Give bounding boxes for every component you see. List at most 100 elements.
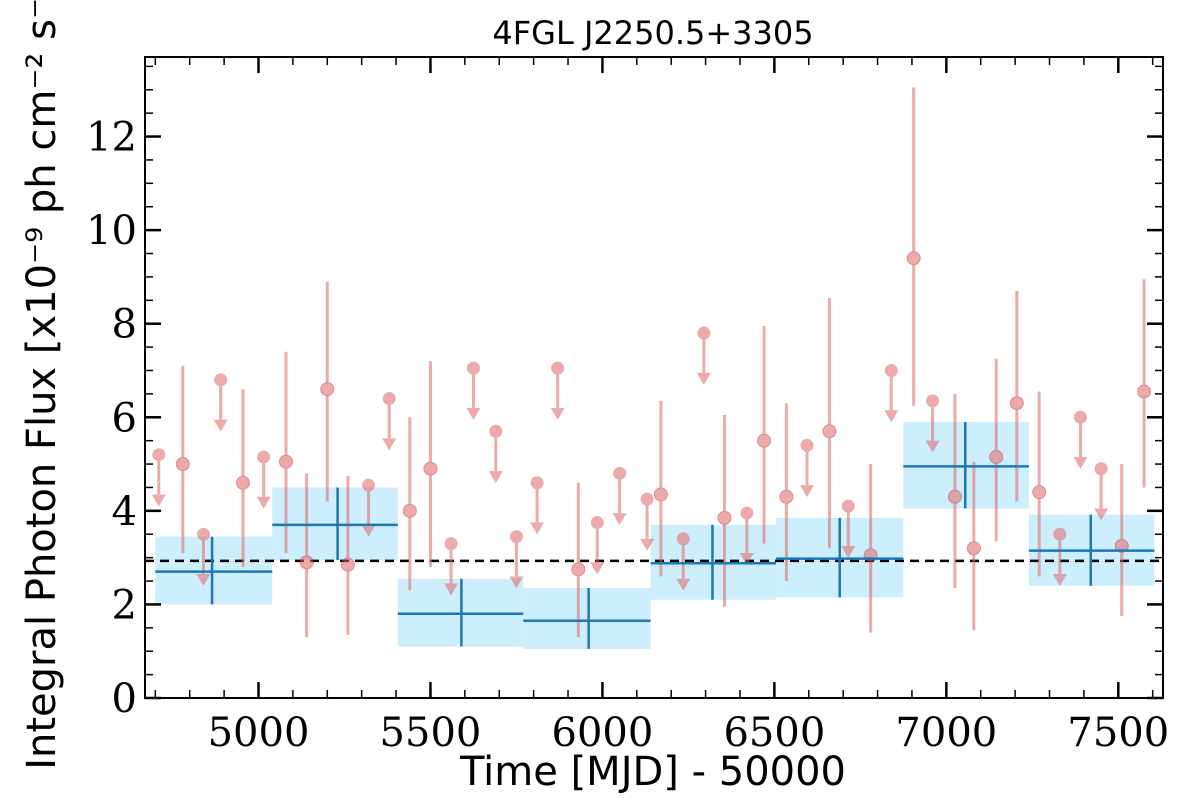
upper-limit-arrow-6 xyxy=(444,583,459,596)
upper-limit-arrow-17 xyxy=(739,552,754,565)
upper-limit-marker-23 xyxy=(1073,410,1087,424)
upper-limit-21 xyxy=(925,394,940,453)
upper-limit-0 xyxy=(151,448,166,507)
y-tick-label: 0 xyxy=(112,676,137,722)
upper-limit-11 xyxy=(550,361,565,420)
upper-limit-arrow-2 xyxy=(213,419,228,432)
detection-4 xyxy=(320,281,335,502)
upper-limit-arrow-16 xyxy=(696,372,711,385)
detection-marker-22 xyxy=(1137,384,1152,399)
detection-marker-4 xyxy=(320,382,335,397)
detection-marker-9 xyxy=(653,487,668,502)
bins-line-layer xyxy=(155,421,1155,649)
upper-limit-arrow-1 xyxy=(196,574,211,587)
detection-15 xyxy=(906,87,921,406)
detection-20 xyxy=(1032,391,1047,577)
detection-marker-5 xyxy=(340,557,355,572)
upper-limit-18 xyxy=(800,438,815,498)
detection-8 xyxy=(571,482,586,638)
upper-limit-24 xyxy=(1094,462,1109,521)
x-axis-label: Time [MJD] - 50000 xyxy=(459,749,846,795)
detection-marker-18 xyxy=(989,450,1004,465)
detection-marker-14 xyxy=(863,548,878,563)
upper-limit-marker-9 xyxy=(509,530,523,544)
bin-cross-0 xyxy=(155,536,273,605)
upper-limit-arrow-12 xyxy=(590,562,605,575)
upper-limit-marker-12 xyxy=(590,516,604,530)
detection-marker-3 xyxy=(299,555,314,570)
upper-limit-arrow-24 xyxy=(1094,508,1109,521)
detection-11 xyxy=(757,326,772,544)
detection-marker-16 xyxy=(947,489,962,504)
upper-limit-marker-8 xyxy=(489,424,503,438)
detection-12 xyxy=(779,403,794,582)
x-tick-label: 6000 xyxy=(552,710,654,756)
upper-limit-arrow-18 xyxy=(800,485,815,498)
upper-limit-20 xyxy=(884,363,899,423)
detection-marker-19 xyxy=(1009,396,1024,411)
upper-limit-13 xyxy=(612,466,627,526)
detection-0 xyxy=(175,365,190,553)
upper-limit-arrow-23 xyxy=(1073,457,1088,470)
detection-6 xyxy=(402,417,417,591)
detection-10 xyxy=(717,414,732,607)
upper-limit-marker-11 xyxy=(551,361,565,375)
upper-limit-marker-4 xyxy=(362,478,376,492)
upper-limit-arrow-13 xyxy=(612,513,627,526)
upper-limit-7 xyxy=(466,361,481,420)
detection-marker-13 xyxy=(822,424,837,439)
x-tick-label: 6500 xyxy=(723,710,825,756)
upper-limit-marker-21 xyxy=(926,394,940,408)
plot-frame xyxy=(144,56,1164,699)
upper-limit-arrow-9 xyxy=(509,576,524,589)
upper-limit-arrow-11 xyxy=(550,407,565,420)
detection-marker-15 xyxy=(906,251,921,266)
detection-2 xyxy=(279,351,294,553)
detection-13 xyxy=(822,297,837,549)
upper-limit-16 xyxy=(696,326,711,385)
y-tick-label: 10 xyxy=(86,208,137,254)
upper-limit-marker-22 xyxy=(1053,527,1067,541)
bin-cross-6 xyxy=(903,421,1029,509)
detection-marker-11 xyxy=(757,433,772,448)
upper-limit-3 xyxy=(256,450,271,509)
upper-limit-marker-20 xyxy=(884,363,898,377)
detection-18 xyxy=(989,358,1004,542)
upper-limit-23 xyxy=(1073,410,1088,470)
bin-cross-4 xyxy=(650,524,777,600)
bin-band-3 xyxy=(523,588,651,649)
upper-limit-arrow-5 xyxy=(382,438,397,451)
upper-limit-4 xyxy=(361,478,376,537)
y-tick-label: 8 xyxy=(112,302,137,348)
bin-cross-5 xyxy=(776,517,904,598)
upper-limit-marker-2 xyxy=(214,373,228,387)
detection-marker-2 xyxy=(279,454,294,469)
x-tick-label: 5500 xyxy=(380,710,482,756)
upper-limit-marker-13 xyxy=(613,466,627,480)
upper-limit-10 xyxy=(530,476,545,535)
upper-limit-arrow-8 xyxy=(488,471,503,484)
upper-limit-17 xyxy=(739,506,754,565)
detection-marker-12 xyxy=(779,489,794,504)
detection-22 xyxy=(1137,279,1152,488)
upper-limit-arrow-20 xyxy=(884,410,899,423)
upper-limit-marker-6 xyxy=(444,537,458,551)
bin-cross-1 xyxy=(272,487,398,560)
detection-marker-21 xyxy=(1114,538,1129,553)
upper-limit-arrow-21 xyxy=(925,440,940,453)
detection-marker-6 xyxy=(402,503,417,518)
detection-marker-8 xyxy=(571,562,586,577)
y-tick-label: 6 xyxy=(112,395,137,441)
detection-7 xyxy=(423,361,438,567)
upper-limit-15 xyxy=(676,532,691,591)
bin-cross-2 xyxy=(397,578,524,647)
upper-limit-marker-18 xyxy=(800,438,814,452)
upper-limit-arrow-22 xyxy=(1052,574,1067,587)
x-tick-label: 5000 xyxy=(208,710,310,756)
x-tick-label: 7500 xyxy=(1067,710,1169,756)
upper-limit-12 xyxy=(590,516,605,575)
upper-limit-arrow-7 xyxy=(466,407,481,420)
detection-marker-20 xyxy=(1032,485,1047,500)
upper-limit-marker-19 xyxy=(841,499,855,513)
